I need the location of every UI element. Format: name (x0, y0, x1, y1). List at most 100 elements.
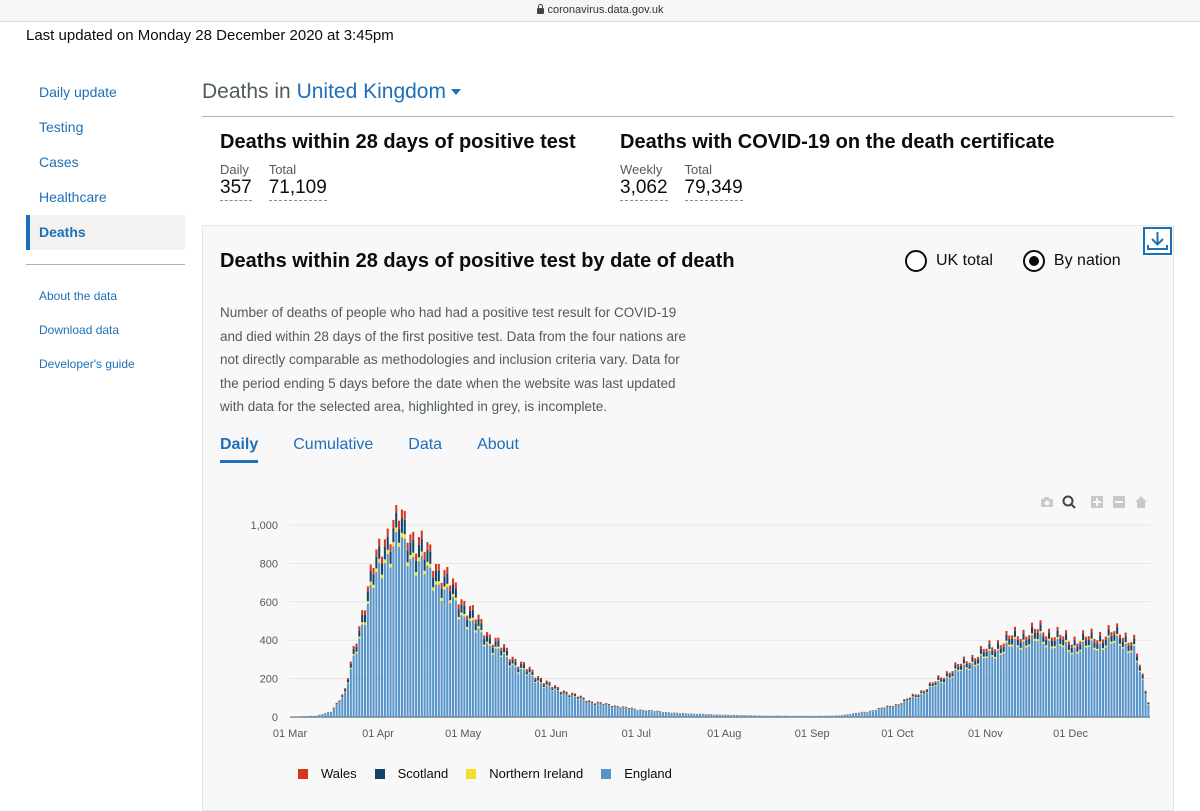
bar-segment[interactable] (341, 697, 344, 717)
bar-segment[interactable] (801, 715, 804, 717)
bar-segment[interactable] (812, 716, 815, 717)
bar-segment[interactable] (846, 714, 849, 717)
bar-segment[interactable] (965, 667, 968, 669)
bar-segment[interactable] (378, 562, 381, 717)
bar-segment[interactable] (505, 656, 508, 717)
bar-segment[interactable] (582, 698, 585, 700)
bar-segment[interactable] (1093, 647, 1096, 650)
bar-segment[interactable] (551, 688, 554, 691)
bar-segment[interactable] (1087, 639, 1090, 646)
bar-segment[interactable] (378, 546, 381, 559)
legend-item-england[interactable]: England (601, 766, 672, 781)
bar-segment[interactable] (945, 676, 948, 678)
bar-segment[interactable] (1099, 631, 1102, 636)
bar-segment[interactable] (483, 635, 486, 639)
bar-segment[interactable] (1028, 646, 1031, 717)
bar-segment[interactable] (962, 659, 965, 664)
bar-segment[interactable] (483, 644, 486, 647)
bar-segment[interactable] (1110, 641, 1113, 644)
bar-segment[interactable] (565, 694, 568, 696)
bar-segment[interactable] (579, 695, 582, 697)
bar-segment[interactable] (911, 693, 914, 695)
bar-segment[interactable] (1101, 648, 1104, 650)
bar-segment[interactable] (369, 564, 372, 572)
bar-segment[interactable] (925, 690, 929, 693)
bar-segment[interactable] (1067, 641, 1070, 645)
bar-segment[interactable] (1121, 646, 1124, 649)
bar-segment[interactable] (1053, 640, 1056, 647)
bar-segment[interactable] (432, 570, 435, 578)
bar-segment[interactable] (372, 567, 375, 575)
bar-segment[interactable] (644, 711, 648, 717)
bar-segment[interactable] (434, 570, 437, 582)
bar-segment[interactable] (962, 664, 965, 717)
bar-segment[interactable] (471, 605, 474, 610)
bar-segment[interactable] (1093, 642, 1096, 648)
bar-segment[interactable] (877, 709, 880, 717)
bar-segment[interactable] (483, 646, 486, 717)
bar-segment[interactable] (361, 624, 364, 717)
bar-segment[interactable] (911, 694, 914, 697)
bar-segment[interactable] (429, 567, 432, 717)
bar-segment[interactable] (548, 681, 551, 684)
bar-segment[interactable] (1084, 645, 1087, 648)
bar-segment[interactable] (392, 546, 395, 717)
bar-segment[interactable] (894, 705, 897, 717)
bar-segment[interactable] (701, 714, 704, 717)
bar-segment[interactable] (574, 696, 577, 697)
bar-segment[interactable] (551, 690, 554, 717)
bar-segment[interactable] (329, 712, 332, 717)
bar-segment[interactable] (991, 650, 994, 656)
bar-segment[interactable] (361, 622, 364, 625)
bar-segment[interactable] (996, 648, 999, 651)
bar-segment[interactable] (1084, 636, 1087, 641)
area-selector[interactable]: United Kingdom (297, 80, 461, 103)
bar-segment[interactable] (1144, 694, 1147, 717)
bar-segment[interactable] (806, 716, 809, 717)
bar-segment[interactable] (429, 544, 432, 552)
bar-segment[interactable] (659, 712, 662, 717)
bar-segment[interactable] (548, 683, 551, 686)
bar-segment[interactable] (982, 656, 985, 659)
bar-segment[interactable] (571, 692, 574, 694)
bar-segment[interactable] (466, 619, 469, 627)
bar-segment[interactable] (718, 714, 721, 717)
bar-segment[interactable] (925, 692, 929, 717)
bar-segment[interactable] (349, 663, 352, 668)
bar-segment[interactable] (443, 569, 446, 577)
bar-segment[interactable] (562, 690, 565, 692)
bar-segment[interactable] (684, 713, 687, 717)
bar-segment[interactable] (395, 512, 398, 528)
bar-segment[interactable] (1096, 648, 1099, 651)
bar-segment[interactable] (1127, 652, 1130, 717)
bar-segment[interactable] (988, 643, 991, 650)
bar-segment[interactable] (434, 584, 437, 717)
bar-segment[interactable] (293, 716, 296, 717)
bar-segment[interactable] (937, 677, 940, 680)
bar-segment[interactable] (415, 572, 418, 576)
bar-segment[interactable] (372, 587, 375, 717)
bar-segment[interactable] (554, 685, 557, 687)
bar-segment[interactable] (1141, 673, 1144, 676)
bar-segment[interactable] (974, 658, 977, 661)
bar-segment[interactable] (747, 715, 750, 717)
bar-segment[interactable] (505, 647, 508, 651)
bar-segment[interactable] (1011, 646, 1014, 717)
bar-segment[interactable] (400, 509, 403, 519)
bar-segment[interactable] (877, 708, 880, 709)
bar-segment[interactable] (295, 716, 298, 717)
bar-segment[interactable] (971, 657, 974, 662)
bar-segment[interactable] (1053, 646, 1056, 648)
bar-segment[interactable] (361, 610, 364, 615)
bar-segment[interactable] (571, 695, 574, 717)
bar-segment[interactable] (480, 623, 483, 631)
bar-segment[interactable] (1104, 647, 1107, 717)
bar-segment[interactable] (1053, 647, 1056, 717)
bar-segment[interactable] (511, 663, 514, 665)
bar-segment[interactable] (1016, 645, 1019, 648)
bar-segment[interactable] (1093, 649, 1096, 717)
bar-segment[interactable] (511, 664, 514, 717)
bar-segment[interactable] (653, 711, 656, 717)
bar-segment[interactable] (1059, 634, 1062, 639)
bar-segment[interactable] (585, 703, 588, 717)
